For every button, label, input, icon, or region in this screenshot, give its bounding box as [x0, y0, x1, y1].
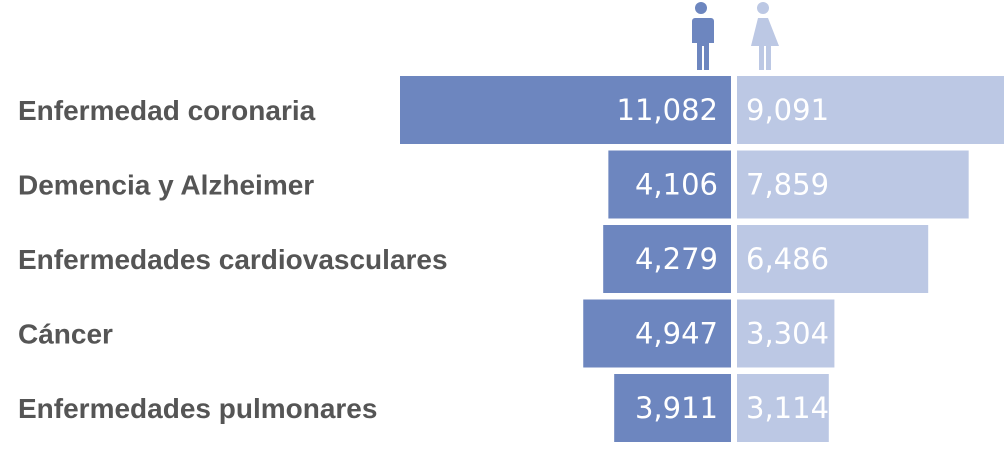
female-value-label: 3,304	[746, 317, 829, 351]
male-bar	[603, 225, 731, 293]
female-value-label: 7,859	[746, 168, 829, 202]
male-bar	[614, 374, 731, 442]
male-value-label: 4,106	[635, 168, 718, 202]
male-value-label: 3,911	[635, 391, 718, 425]
category-label: Enfermedad coronaria	[18, 95, 316, 126]
female-bar	[737, 225, 929, 293]
category-label: Enfermedades cardiovasculares	[18, 244, 448, 275]
category-label: Enfermedades pulmonares	[18, 393, 377, 424]
female-bar	[737, 76, 1004, 144]
category-label: Demencia y Alzheimer	[18, 170, 314, 201]
female-icon	[751, 2, 779, 70]
male-bar	[608, 150, 731, 219]
male-bar	[400, 76, 731, 144]
female-bar	[737, 374, 829, 442]
female-value-label: 9,091	[746, 93, 829, 127]
female-bar	[737, 299, 835, 368]
female-value-label: 3,114	[746, 391, 829, 425]
male-bar	[583, 299, 731, 368]
male-icon	[691, 2, 714, 70]
female-value-label: 6,486	[746, 242, 829, 276]
male-value-label: 4,947	[635, 317, 718, 351]
legend	[691, 2, 779, 70]
male-value-label: 11,082	[617, 93, 718, 127]
male-value-label: 4,279	[635, 242, 718, 276]
female-bar	[737, 150, 969, 219]
category-label: Cáncer	[18, 319, 113, 350]
